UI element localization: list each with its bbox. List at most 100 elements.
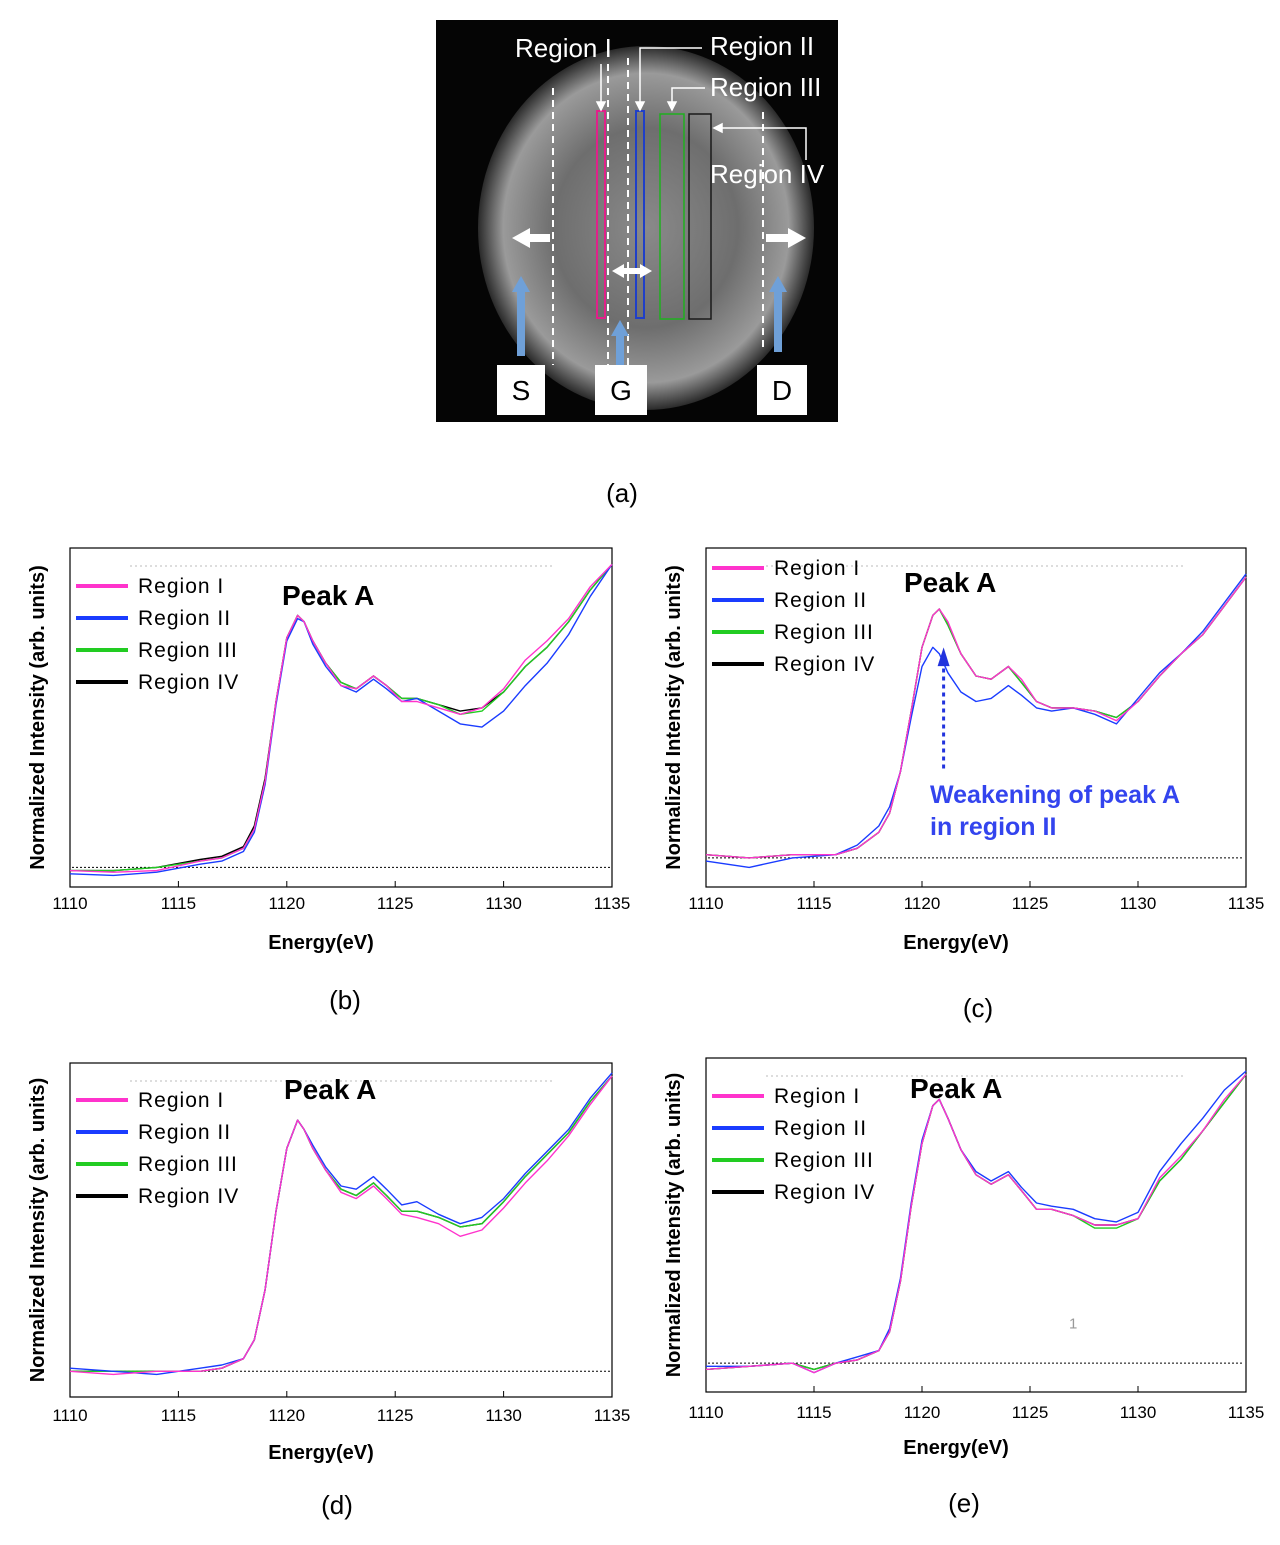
- x-tick-label: 1115: [161, 894, 196, 913]
- x-tick-label: 1120: [904, 1403, 941, 1422]
- x-tick-label: 1120: [904, 894, 941, 913]
- electrode-arrows: [512, 276, 787, 366]
- y-axis-label: Normalized Intensity (arb. units): [663, 1073, 685, 1377]
- caption-b: (b): [329, 985, 361, 1015]
- series-line-1: [69, 1075, 613, 1376]
- arrow-right-icon: [766, 228, 806, 248]
- label-region-1: Region I: [515, 33, 612, 63]
- x-tick-label: 1110: [688, 1403, 723, 1422]
- direction-arrows: [512, 228, 806, 278]
- arrow-left-icon: [512, 228, 550, 248]
- drain-label-box: [757, 365, 807, 415]
- x-tick-label: 1130: [485, 894, 522, 913]
- caption-d: (d): [321, 1490, 353, 1520]
- callout-arrow-head-icon: [937, 647, 950, 667]
- legend-label: Region II: [774, 589, 867, 612]
- boundary-lines: [552, 58, 764, 365]
- chart-b: 1110 1115 1120 1125 1130 1135 Region I Region I…: [27, 547, 631, 954]
- plot-frame: [69, 1062, 613, 1398]
- legend-label: Region I: [138, 575, 224, 598]
- x-tick-label: 1125: [377, 894, 414, 913]
- electron-beam-disc: [478, 46, 814, 410]
- legend-label: Region I: [138, 1089, 224, 1112]
- plot-frame: [705, 1057, 1247, 1393]
- region-4-box: [688, 113, 712, 320]
- chart-d: 1110 1115 1120 1125 1130 1135 Region I Region I…: [27, 1062, 631, 1464]
- chart-c: 1110 1115 1120 1125 1130 1135 Region I Region I…: [663, 547, 1265, 954]
- x-tick-label: 1120: [269, 1406, 306, 1425]
- up-arrow-source-icon: [512, 276, 530, 356]
- plot-frame: [69, 547, 613, 888]
- label-region-2: Region II: [710, 31, 814, 61]
- gate-label-box: [595, 365, 647, 415]
- x-tick-label: 1130: [1120, 1403, 1157, 1422]
- x-axis-label: Energy(eV): [268, 1442, 374, 1464]
- y-axis-label: Normalized Intensity (arb. units): [27, 1078, 49, 1382]
- source-label-box: [497, 365, 545, 415]
- callout-text: in region II: [930, 813, 1056, 841]
- peak-annotation: Peak A: [910, 1073, 1002, 1104]
- gate-label: G: [610, 375, 632, 406]
- legend-label: Region IV: [138, 671, 239, 694]
- series-line-1: [705, 1073, 1247, 1374]
- series-line-2: [69, 1072, 613, 1376]
- x-tick-label: 1120: [269, 894, 306, 913]
- legend-label: Region IV: [138, 1185, 239, 1208]
- peak-annotation: Peak A: [284, 1074, 376, 1105]
- x-tick-label: 1130: [1120, 894, 1157, 913]
- legend-label: Region III: [138, 1153, 238, 1176]
- x-tick-label: 1110: [688, 894, 723, 913]
- up-arrow-gate-icon: [611, 320, 629, 366]
- peak-annotation: Peak A: [904, 567, 996, 598]
- x-tick-label: 1115: [796, 1403, 831, 1422]
- callout-text: Weakening of peak A: [930, 781, 1180, 809]
- legend-label: Region II: [138, 607, 231, 630]
- x-tick-label: 1135: [1228, 894, 1265, 913]
- x-axis-label: Energy(eV): [268, 932, 374, 954]
- marker-text: 1: [1069, 1316, 1077, 1333]
- x-tick-label: 1130: [485, 1406, 522, 1425]
- caption-e: (e): [948, 1488, 980, 1518]
- label-region-4: Region IV: [710, 159, 825, 189]
- legend-label: Region I: [774, 557, 860, 580]
- double-arrow-right-icon: [636, 264, 652, 278]
- figure-a-image: Region I Region II Region III Region IV …: [436, 20, 838, 422]
- y-axis-label: Normalized Intensity (arb. units): [27, 565, 49, 869]
- series-line-1: [705, 576, 1247, 859]
- double-arrow-left-icon: [612, 264, 636, 278]
- series-line-1: [69, 563, 613, 873]
- legend-label: Region III: [138, 639, 238, 662]
- legend-label: Region I: [774, 1085, 860, 1108]
- legend-label: Region II: [138, 1121, 231, 1144]
- chart-e: 1110 1115 1120 1125 1130 1135 Region I Region I…: [663, 1057, 1265, 1459]
- plot-frame: [705, 547, 1247, 888]
- label-pointers: [595, 47, 807, 160]
- x-axis-label: Energy(eV): [903, 932, 1009, 954]
- region-3-box: [659, 113, 685, 320]
- x-tick-label: 1110: [52, 1406, 87, 1425]
- series-line-2: [705, 573, 1247, 869]
- legend-label: Region IV: [774, 653, 875, 676]
- caption-c: (c): [962, 993, 994, 1023]
- x-tick-label: 1125: [1012, 1403, 1049, 1422]
- legend-label: Region II: [774, 1117, 867, 1140]
- up-arrow-drain-icon: [769, 276, 787, 352]
- legend-label: Region III: [774, 1149, 874, 1172]
- x-tick-label: 1135: [594, 1406, 631, 1425]
- source-label: S: [512, 375, 531, 406]
- series-line-2: [706, 1070, 1247, 1374]
- x-tick-label: 1110: [52, 894, 87, 913]
- x-tick-label: 1135: [594, 894, 631, 913]
- x-tick-label: 1115: [161, 1406, 196, 1425]
- legend-label: Region IV: [774, 1181, 875, 1204]
- peak-annotation: Peak A: [282, 580, 374, 611]
- drain-label: D: [772, 375, 792, 406]
- x-tick-label: 1125: [377, 1406, 414, 1425]
- x-tick-label: 1115: [796, 894, 831, 913]
- x-axis-label: Energy(eV): [903, 1437, 1009, 1459]
- label-region-3: Region III: [710, 72, 821, 102]
- legend-label: Region III: [774, 621, 874, 644]
- caption-a: (a): [606, 478, 638, 508]
- x-tick-label: 1125: [1012, 894, 1049, 913]
- x-tick-label: 1135: [1228, 1403, 1265, 1422]
